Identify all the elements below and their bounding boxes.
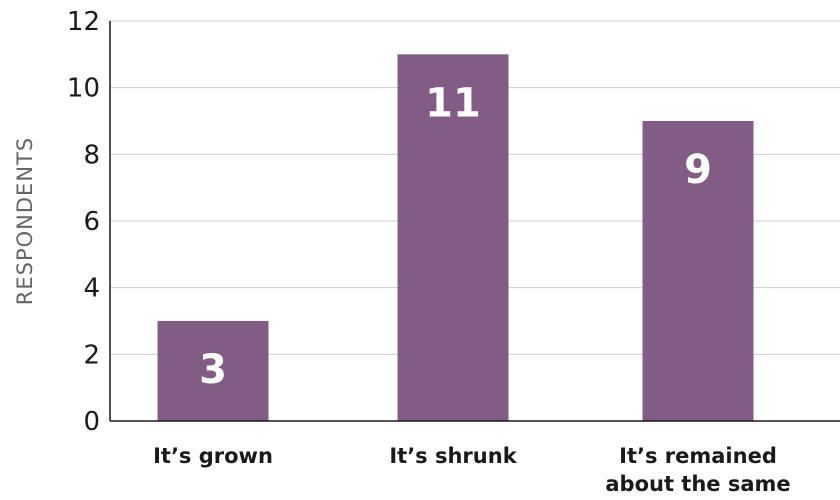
y-tick-label-12: 12: [67, 7, 100, 37]
x-axis-categories: It’s grown It’s shrunk It’s remained about …: [153, 444, 791, 496]
y-tick-label-4: 4: [83, 274, 100, 304]
y-tick-label-10: 10: [67, 74, 100, 104]
bars: [157, 54, 754, 421]
x-category-label-0: It’s grown: [153, 444, 273, 468]
y-tick-label-2: 2: [83, 340, 100, 370]
bar-data-label-2: 9: [684, 147, 712, 193]
bar-1: [397, 54, 509, 421]
y-tick-label-0: 0: [83, 407, 100, 437]
bar-data-labels: 3 11 9: [199, 80, 712, 393]
bar-data-label-1: 11: [425, 80, 481, 126]
x-category-label-2: It’s remained: [619, 444, 777, 468]
y-tick-label-8: 8: [83, 140, 100, 170]
x-category-label-2-line-1: about the same: [605, 472, 790, 496]
y-axis-title: RESPONDENTS: [13, 137, 37, 305]
y-axis-ticks: 0 2 4 6 8 10 12: [67, 7, 100, 437]
bar-0: [157, 321, 269, 421]
bar-data-label-0: 3: [199, 347, 227, 393]
bar-2: [642, 121, 754, 421]
y-tick-label-6: 6: [83, 207, 100, 237]
x-category-label-1: It’s shrunk: [389, 444, 517, 468]
